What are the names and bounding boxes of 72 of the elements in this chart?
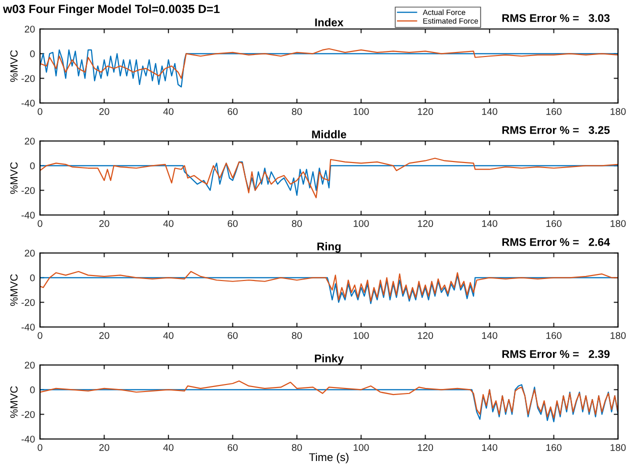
x-tick-label: 100 (354, 332, 369, 339)
x-tick-label: 180 (610, 332, 626, 339)
y-tick-label: 20 (24, 138, 35, 145)
x-tick-label: 180 (610, 108, 626, 115)
text: RMS Error % = 2.39 (502, 350, 610, 358)
x-tick-label: 60 (228, 332, 238, 339)
y-tick-label: -40 (22, 436, 35, 443)
y-tick-label: -20 (22, 411, 35, 418)
y-axis-title: %MVC (10, 50, 18, 82)
x-tick-label: 0 (38, 108, 42, 115)
x-tick-label: 60 (228, 220, 238, 227)
chart-title: Index (315, 18, 344, 26)
x-tick-label: 40 (163, 332, 174, 339)
text: RMS Error % = 3.25 (502, 126, 610, 134)
y-axis-title: %MVC (10, 162, 18, 194)
x-tick-label: 0 (38, 220, 42, 227)
x-tick-label: 80 (292, 444, 302, 451)
x-tick-label: 60 (228, 108, 238, 115)
x-tick-label: 100 (354, 220, 369, 227)
chart-title: Middle (312, 130, 346, 138)
x-tick-label: 180 (610, 444, 626, 451)
x-tick-label: 120 (418, 444, 434, 451)
x-axis-title: Time (s) (309, 452, 348, 464)
chart-title: Ring (317, 242, 341, 253)
x-tick-label: 120 (418, 332, 434, 339)
x-tick-label: 80 (292, 332, 302, 339)
y-tick-label: -40 (22, 100, 35, 107)
y-axis-title: %MVC (10, 386, 18, 418)
x-tick-label: 60 (228, 444, 238, 451)
y-tick-label: 20 (24, 362, 35, 369)
x-tick-label: 160 (546, 108, 562, 115)
x-tick-label: 120 (418, 108, 434, 115)
x-tick-label: 20 (99, 220, 110, 227)
x-tick-label: 0 (38, 444, 42, 451)
y-tick-label: -40 (22, 324, 35, 331)
x-tick-label: 100 (354, 444, 369, 451)
y-tick-label: 0 (30, 162, 35, 170)
y-tick-label: 0 (30, 386, 35, 394)
x-tick-label: 140 (482, 108, 498, 115)
x-tick-label: 0 (38, 332, 42, 339)
x-tick-label: 140 (482, 220, 498, 227)
x-tick-label: 160 (546, 332, 562, 339)
x-tick-label: 20 (99, 108, 110, 115)
x-tick-label: 140 (482, 444, 498, 451)
x-tick-label: 160 (546, 220, 562, 227)
x-tick-label: 80 (292, 108, 302, 115)
y-tick-label: 20 (24, 26, 35, 33)
x-tick-label: 140 (482, 332, 498, 339)
y-tick-label: 20 (24, 250, 35, 257)
x-tick-label: 80 (292, 220, 302, 227)
x-tick-label: 120 (418, 220, 434, 227)
x-tick-label: 20 (99, 444, 110, 451)
x-tick-label: 40 (163, 108, 174, 115)
x-tick-label: 160 (546, 444, 562, 451)
y-tick-label: 0 (30, 50, 35, 58)
x-tick-label: 100 (354, 108, 369, 115)
x-tick-label: 40 (163, 220, 174, 227)
y-tick-label: -20 (22, 299, 35, 306)
x-tick-label: 40 (163, 444, 174, 451)
y-axis-title: %MVC (10, 274, 18, 306)
line-series (40, 48, 618, 79)
x-tick-label: 20 (99, 332, 110, 339)
text: RMS Error % = 2.64 (502, 238, 610, 246)
y-tick-label: 0 (30, 274, 35, 282)
y-tick-label: -20 (22, 187, 35, 194)
y-tick-label: -20 (22, 75, 35, 82)
chart-title: Pinky (314, 354, 344, 365)
line-series (40, 49, 618, 88)
x-tick-label: 180 (610, 220, 626, 227)
text: RMS Error % = 3.03 (502, 14, 610, 22)
y-tick-label: -40 (22, 212, 35, 219)
text: w03 Four Finger Model Tol=0.0035 D=1 (2, 4, 220, 16)
